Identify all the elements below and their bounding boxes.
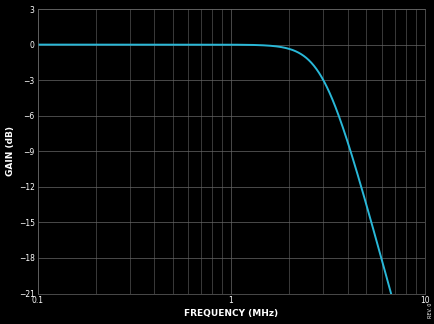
Y-axis label: GAIN (dB): GAIN (dB) xyxy=(6,126,14,176)
Text: REV. 0: REV. 0 xyxy=(427,302,432,318)
X-axis label: FREQUENCY (MHz): FREQUENCY (MHz) xyxy=(184,309,277,318)
